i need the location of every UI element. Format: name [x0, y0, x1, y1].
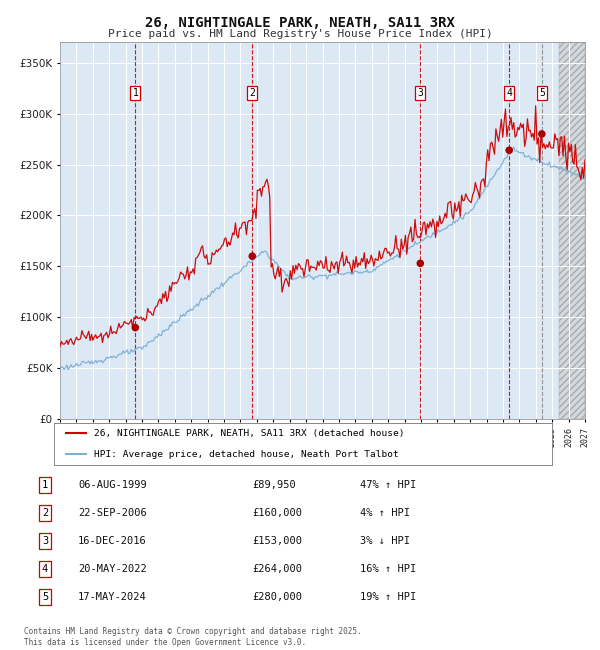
- Text: HPI: Average price, detached house, Neath Port Talbot: HPI: Average price, detached house, Neat…: [94, 450, 398, 459]
- Text: 16% ↑ HPI: 16% ↑ HPI: [360, 564, 416, 574]
- Text: 3: 3: [42, 536, 48, 546]
- Text: 5: 5: [42, 592, 48, 602]
- Text: 20-MAY-2022: 20-MAY-2022: [78, 564, 147, 574]
- Bar: [559, 42, 585, 419]
- Text: 22-SEP-2006: 22-SEP-2006: [78, 508, 147, 518]
- Text: £264,000: £264,000: [252, 564, 302, 574]
- Text: 1: 1: [42, 480, 48, 490]
- Text: 4: 4: [42, 564, 48, 574]
- Text: £160,000: £160,000: [252, 508, 302, 518]
- Point: [131, 322, 140, 333]
- Text: 47% ↑ HPI: 47% ↑ HPI: [360, 480, 416, 490]
- Text: 2: 2: [42, 508, 48, 518]
- Text: Contains HM Land Registry data © Crown copyright and database right 2025.
This d: Contains HM Land Registry data © Crown c…: [24, 627, 362, 647]
- Text: 17-MAY-2024: 17-MAY-2024: [78, 592, 147, 602]
- Text: 4% ↑ HPI: 4% ↑ HPI: [360, 508, 410, 518]
- Text: 19% ↑ HPI: 19% ↑ HPI: [360, 592, 416, 602]
- Text: 3% ↓ HPI: 3% ↓ HPI: [360, 536, 410, 546]
- Point: [537, 129, 547, 139]
- Text: 4: 4: [506, 88, 512, 98]
- Text: 1: 1: [133, 88, 138, 98]
- Text: Price paid vs. HM Land Registry's House Price Index (HPI): Price paid vs. HM Land Registry's House …: [107, 29, 493, 39]
- Point: [505, 145, 514, 155]
- Text: 26, NIGHTINGALE PARK, NEATH, SA11 3RX: 26, NIGHTINGALE PARK, NEATH, SA11 3RX: [145, 16, 455, 31]
- Point: [415, 258, 425, 268]
- Text: £153,000: £153,000: [252, 536, 302, 546]
- Text: 16-DEC-2016: 16-DEC-2016: [78, 536, 147, 546]
- Text: £89,950: £89,950: [252, 480, 296, 490]
- Text: 5: 5: [539, 88, 545, 98]
- Text: 3: 3: [418, 88, 423, 98]
- Point: [247, 251, 257, 261]
- Text: 2: 2: [250, 88, 255, 98]
- Bar: [559, 42, 585, 419]
- Text: 26, NIGHTINGALE PARK, NEATH, SA11 3RX (detached house): 26, NIGHTINGALE PARK, NEATH, SA11 3RX (d…: [94, 428, 404, 437]
- Text: 06-AUG-1999: 06-AUG-1999: [78, 480, 147, 490]
- Text: £280,000: £280,000: [252, 592, 302, 602]
